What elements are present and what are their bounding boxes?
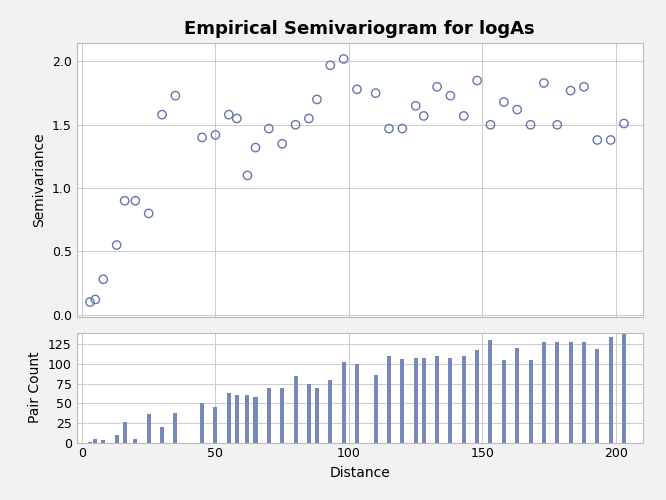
Bar	[123, 422, 127, 442]
Bar	[542, 342, 546, 442]
Point	[565, 86, 576, 94]
Point	[445, 92, 456, 100]
Bar	[582, 342, 586, 442]
Bar	[555, 342, 559, 442]
Point	[277, 140, 288, 148]
Bar	[315, 388, 319, 442]
Point	[579, 83, 589, 91]
Point	[472, 76, 482, 84]
Point	[592, 136, 603, 144]
Point	[525, 121, 536, 129]
Bar	[147, 414, 151, 442]
Bar	[246, 396, 250, 442]
Point	[312, 96, 322, 104]
Point	[250, 144, 261, 152]
Point	[85, 298, 95, 306]
Point	[210, 131, 220, 139]
X-axis label: Distance: Distance	[329, 466, 390, 480]
Bar	[448, 358, 452, 442]
Point	[605, 136, 616, 144]
Bar	[462, 356, 466, 442]
Bar	[342, 362, 346, 442]
Bar	[355, 364, 359, 442]
Point	[130, 197, 141, 205]
Bar	[488, 340, 492, 442]
Point	[338, 55, 349, 63]
Point	[458, 112, 469, 120]
Bar	[235, 396, 239, 442]
Bar	[93, 440, 97, 442]
Bar	[569, 342, 573, 442]
Bar	[254, 397, 258, 442]
Title: Empirical Semivariogram for logAs: Empirical Semivariogram for logAs	[184, 20, 535, 38]
Bar	[609, 336, 613, 442]
Bar	[529, 360, 533, 442]
Bar	[387, 356, 391, 442]
Point	[196, 134, 207, 141]
Bar	[328, 380, 332, 442]
Point	[232, 114, 242, 122]
Bar	[213, 407, 217, 442]
Bar	[133, 438, 137, 442]
Bar	[515, 348, 519, 442]
Point	[290, 121, 301, 129]
Point	[352, 86, 362, 94]
Point	[539, 79, 549, 87]
Point	[111, 241, 122, 249]
Bar	[200, 404, 204, 442]
Point	[170, 92, 180, 100]
Bar	[173, 412, 177, 442]
Bar	[400, 358, 404, 442]
Bar	[502, 360, 506, 442]
Point	[512, 106, 523, 114]
Point	[418, 112, 429, 120]
Bar	[475, 350, 479, 442]
Point	[410, 102, 421, 110]
Point	[304, 114, 314, 122]
Bar	[414, 358, 418, 442]
Point	[242, 172, 253, 179]
Point	[119, 197, 130, 205]
Bar	[422, 358, 426, 442]
Point	[384, 124, 394, 132]
Point	[370, 89, 381, 97]
Bar	[595, 349, 599, 442]
Point	[90, 296, 101, 304]
Point	[485, 121, 496, 129]
Point	[264, 124, 274, 132]
Point	[552, 121, 563, 129]
Bar	[294, 376, 298, 442]
Point	[224, 110, 234, 118]
Bar	[101, 440, 105, 442]
Point	[619, 120, 629, 128]
Point	[432, 83, 442, 91]
Point	[98, 275, 109, 283]
Bar	[280, 388, 284, 442]
Bar	[115, 434, 119, 442]
Point	[397, 124, 408, 132]
Bar	[374, 375, 378, 442]
Bar	[267, 388, 271, 442]
Point	[157, 110, 167, 118]
Point	[499, 98, 509, 106]
Bar	[160, 427, 164, 442]
Y-axis label: Pair Count: Pair Count	[28, 352, 43, 424]
Point	[143, 210, 154, 218]
Bar	[622, 334, 626, 442]
Bar	[227, 393, 231, 442]
Y-axis label: Semivariance: Semivariance	[32, 132, 46, 227]
Bar	[435, 356, 439, 442]
Bar	[307, 384, 311, 442]
Point	[325, 62, 336, 70]
